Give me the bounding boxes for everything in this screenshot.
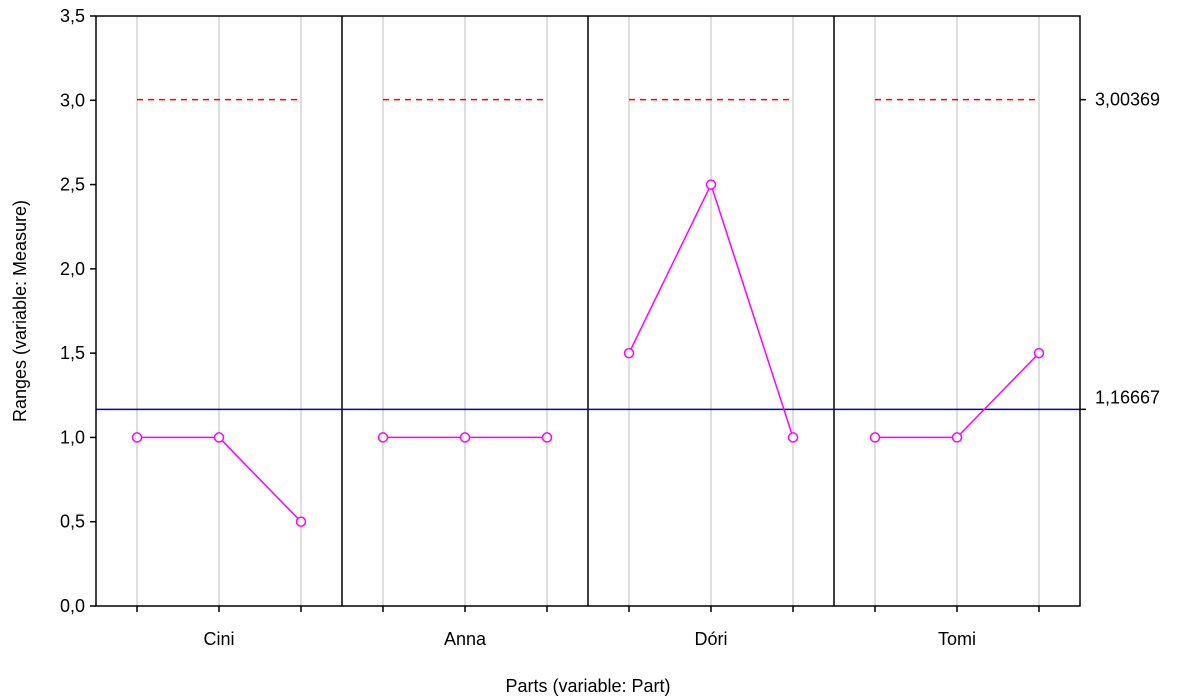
y-axis-title: Ranges (variable: Measure): [10, 200, 30, 422]
x-tick-label: Dóri: [694, 629, 727, 649]
data-point: [1033, 347, 1045, 359]
data-point: [377, 432, 389, 443]
data-point: [459, 432, 471, 443]
y-axis: 0,0 0,5 1,0 1,5 2,0 2,5 3,0 3,5: [60, 6, 1086, 616]
data-point: [295, 516, 307, 527]
data-point: [131, 432, 143, 443]
x-axis: Cini Anna Dóri Tomi: [136, 606, 1040, 649]
y-tick-label: 0,5: [60, 512, 85, 532]
y-tick-label: 3,0: [60, 90, 85, 110]
x-tick-label: Anna: [444, 629, 487, 649]
category-separators: [341, 16, 835, 606]
plot-frame: [95, 15, 1081, 607]
y-tick-label: 0,0: [60, 596, 85, 616]
y-tick-label: 3,5: [60, 6, 85, 26]
data-point: [623, 347, 635, 359]
data-point: [541, 432, 553, 443]
ucl-label: 3,00369: [1095, 90, 1160, 110]
y-tick-label: 2,5: [60, 175, 85, 195]
y-tick-label: 1,0: [60, 427, 85, 447]
x-tick-label: Tomi: [938, 629, 976, 649]
data-point: [705, 179, 717, 190]
center-line-label: 1,16667: [1095, 387, 1160, 407]
data-point: [213, 432, 225, 443]
data-point: [787, 432, 799, 443]
vertical-gridlines: [136, 16, 1040, 606]
data-point: [869, 432, 881, 443]
x-axis-title: Parts (variable: Part): [505, 676, 670, 696]
y-tick-label: 1,5: [60, 343, 85, 363]
y-tick-label: 2,0: [60, 259, 85, 279]
x-tick-label: Cini: [203, 629, 234, 649]
data-point: [951, 432, 963, 443]
series-markers: [131, 179, 1045, 527]
